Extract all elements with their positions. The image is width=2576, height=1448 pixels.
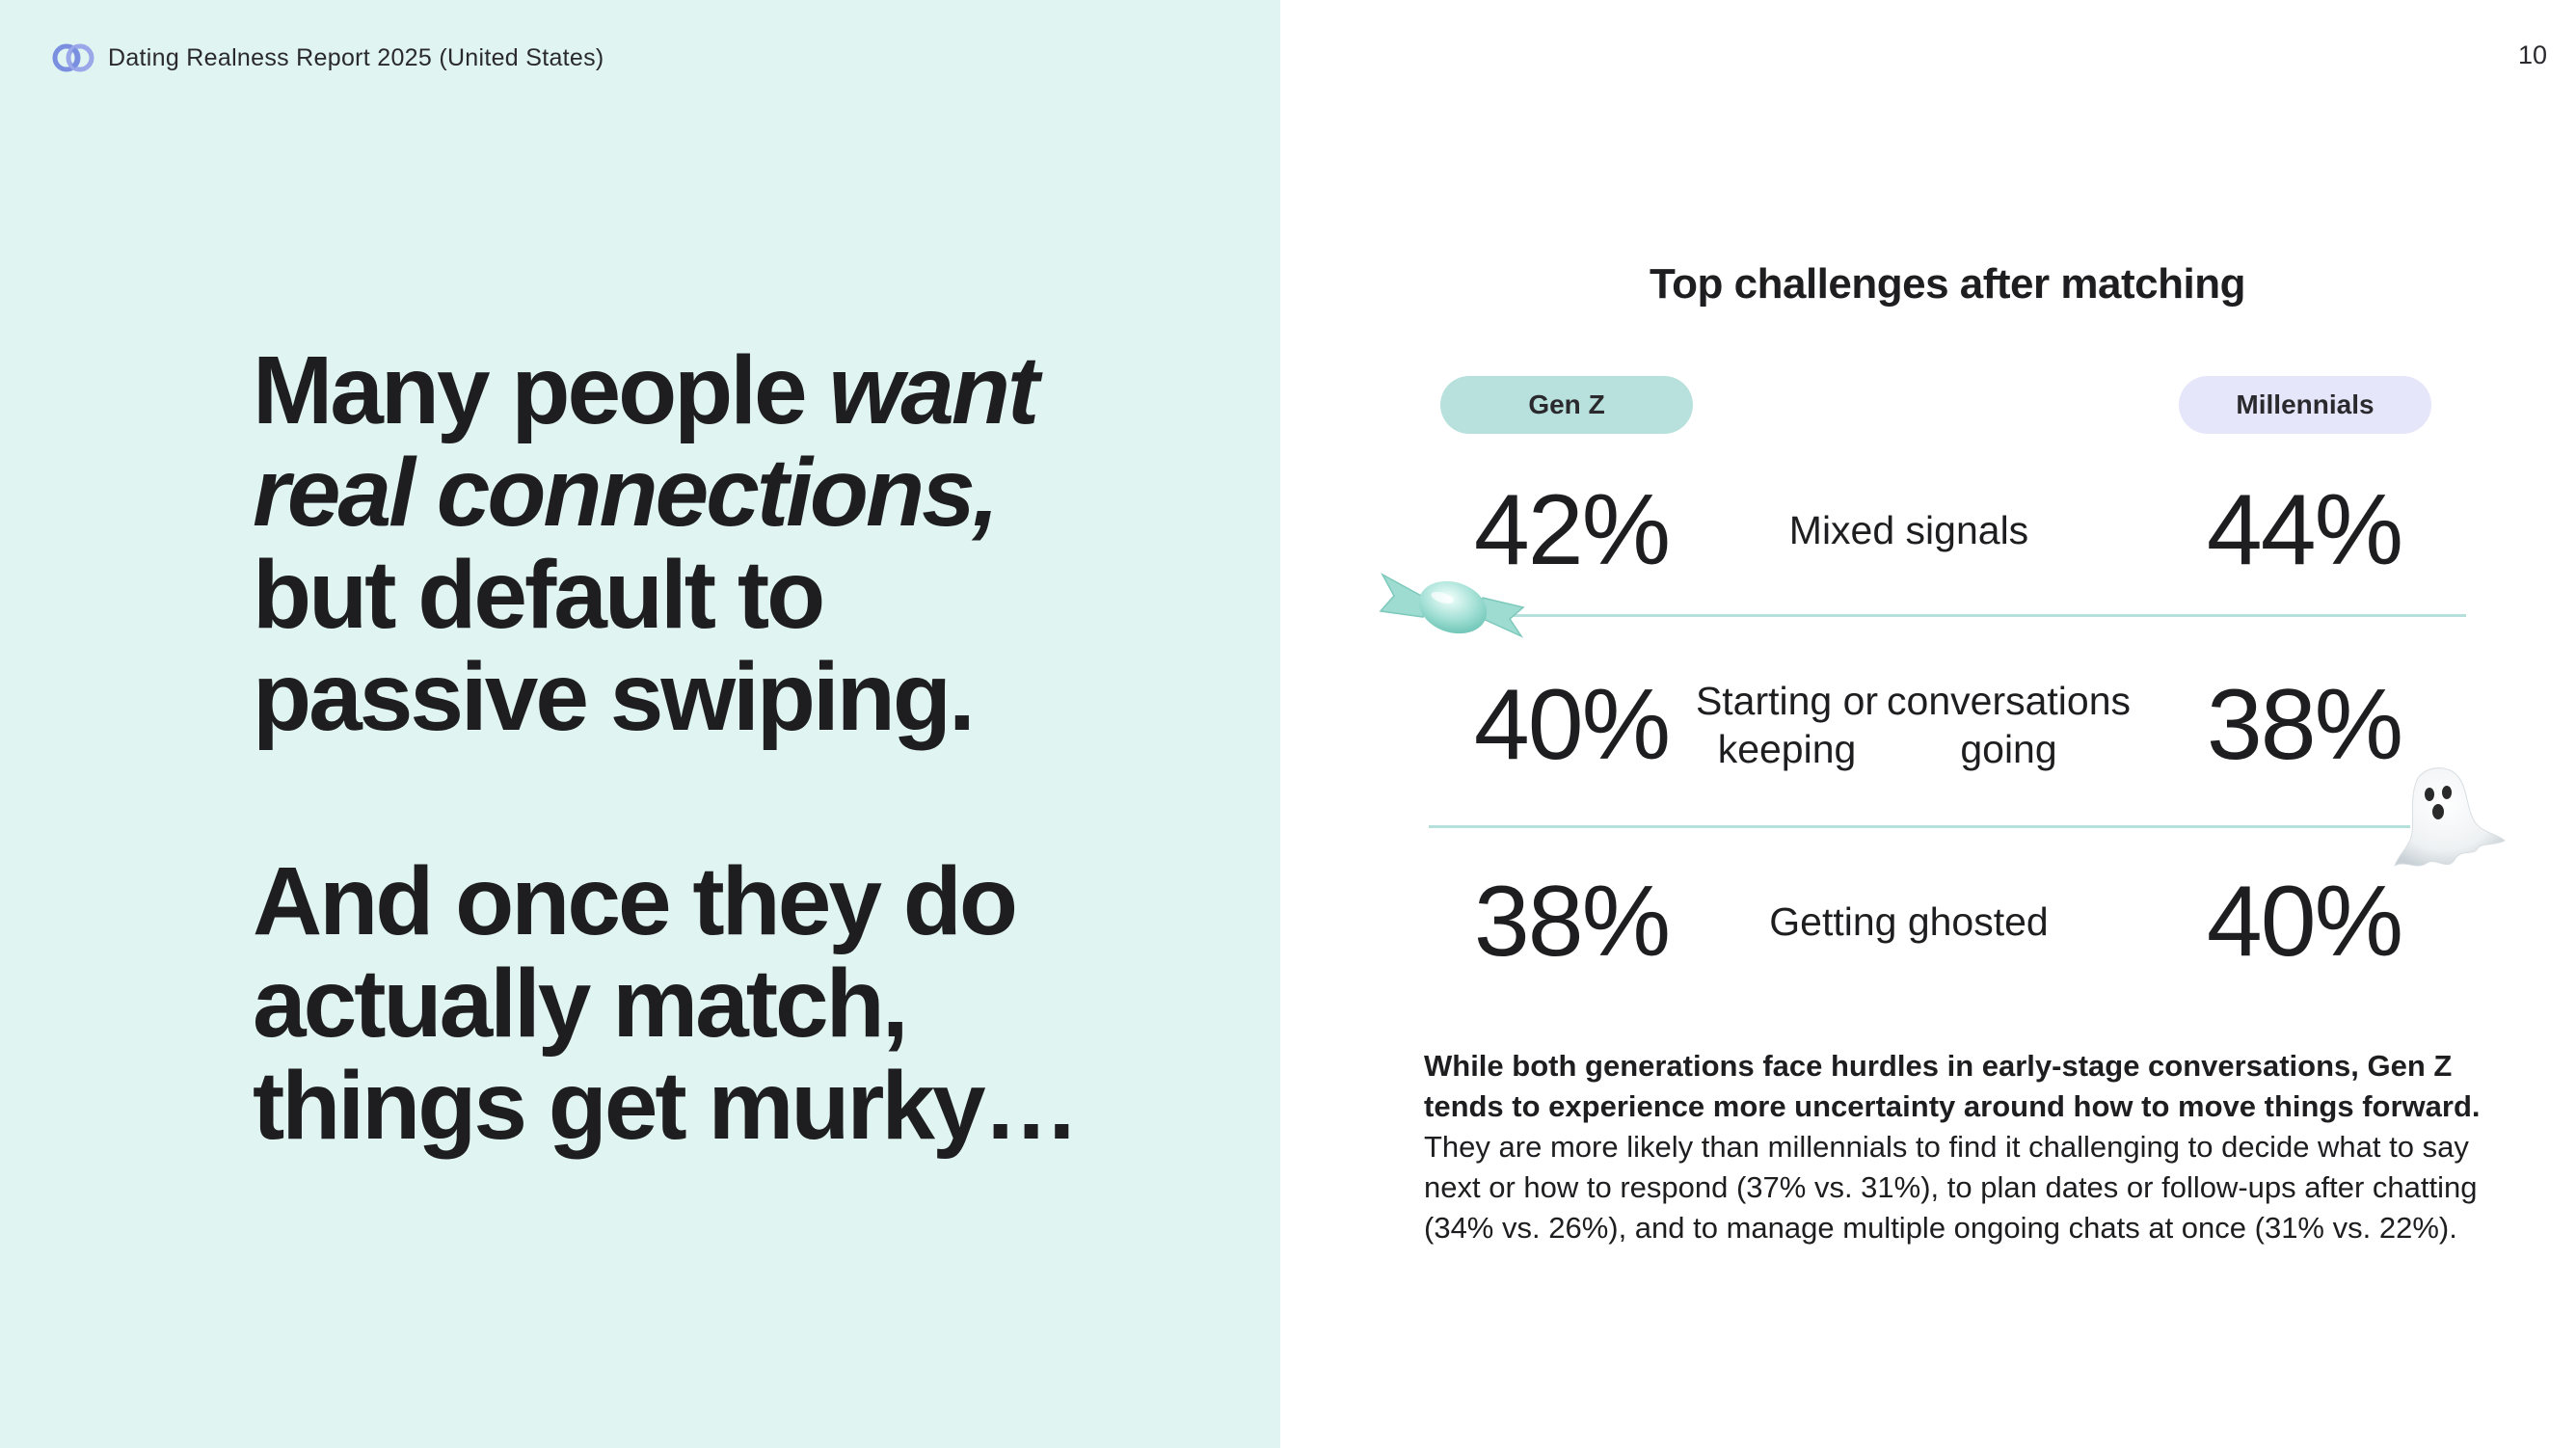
summary-bold-lead: While both generations face hurdles in e… [1424,1049,2481,1123]
challenge-row-conversations: 40% Starting or keeping conversations go… [1427,638,2468,812]
summary-detail: They are more likely than millennials to… [1424,1130,2478,1245]
challenge-label: Getting ghosted [1769,899,2049,944]
millennials-column-label: Millennials [2179,376,2431,434]
ghost-icon [2394,767,2506,868]
challenge-row-mixed-signals: 42% Mixed signals 44% [1427,443,2468,617]
row-divider [1485,614,2466,617]
challenge-label: Mixed signals [1788,508,2029,552]
challenge-label-line-2: conversations going [1887,679,2131,771]
challenge-row-ghosted: 38% Getting ghosted 40% [1427,835,2468,1008]
headline-line-3: but default to [253,541,825,649]
headline-line-1-italic: want [828,336,1039,444]
summary-paragraph: While both generations face hurdles in e… [1424,1046,2484,1248]
millennials-value: 44% [2206,473,2403,586]
left-panel [0,0,1280,1448]
millennials-value: 38% [2206,668,2403,781]
row-divider [1429,825,2410,828]
gen-z-value: 42% [1473,473,1671,586]
chart-title: Top challenges after matching [1650,260,2245,308]
headline-2-line-2: actually match, [253,950,909,1058]
headline-line-4: passive swiping. [253,643,976,751]
headline-line-1-plain: Many people [253,336,829,444]
report-title: Dating Realness Report 2025 (United Stat… [108,43,604,71]
page-number: 10 [2517,40,2547,69]
headline-part-2: And once they do actually match, things … [253,850,1217,1157]
headline-2-line-1: And once they do [253,847,1018,955]
gen-z-column-label: Gen Z [1440,376,1693,434]
linked-rings-logo-icon [52,43,94,72]
headline-2-line-3: things get murky… [253,1052,1080,1160]
gen-z-value: 40% [1473,668,1671,781]
gen-z-value: 38% [1473,865,1671,978]
challenge-label: Starting or keeping conversations going [1687,638,2131,812]
millennials-value: 40% [2206,865,2403,978]
headline-line-2-italic: real connections, [253,439,999,547]
headline-part-1: Many people want real connections, but d… [253,339,1217,748]
challenge-label-line-1: Starting or keeping [1695,679,1879,771]
wrapped-candy-icon [1379,573,1525,638]
report-header: Dating Realness Report 2025 (United Stat… [50,39,604,77]
